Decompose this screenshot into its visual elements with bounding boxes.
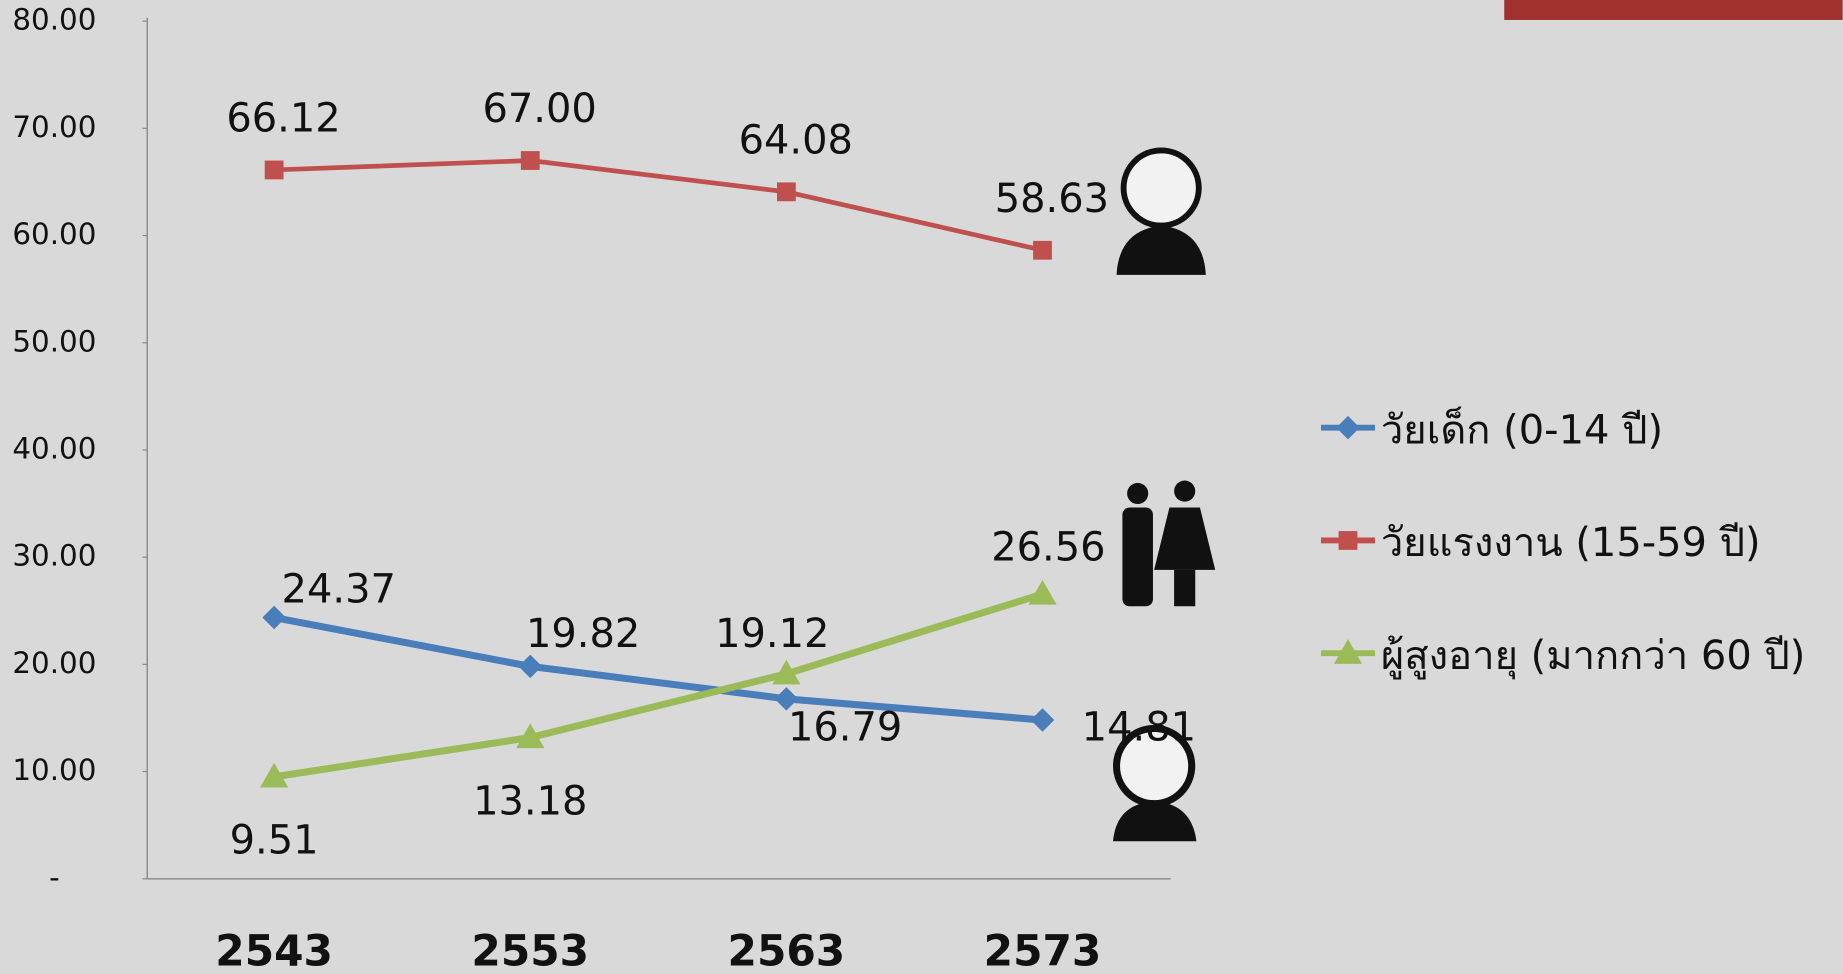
marker xyxy=(772,659,801,685)
marker xyxy=(518,654,543,679)
icon-elder xyxy=(1116,147,1206,275)
y-tick-label: 20.00 xyxy=(12,646,96,680)
data-label: 13.18 xyxy=(473,778,587,824)
marker xyxy=(520,151,540,170)
y-tick-label: 60.00 xyxy=(12,217,96,251)
y-tick-label: 40.00 xyxy=(12,431,96,465)
x-tick-label: 2563 xyxy=(728,927,846,974)
data-label: 66.12 xyxy=(226,96,340,142)
data-label: 64.08 xyxy=(739,117,853,163)
series-line xyxy=(273,590,1044,781)
marker xyxy=(1030,708,1055,732)
y-tick-label: 30.00 xyxy=(12,539,96,573)
data-label: 67.00 xyxy=(482,86,596,132)
legend-marker xyxy=(1336,415,1360,440)
y-tick-label: - xyxy=(49,860,60,894)
y-tick-label: 50.00 xyxy=(12,324,96,358)
marker xyxy=(262,605,286,630)
data-label: 19.12 xyxy=(715,611,829,657)
y-tick-label: 80.00 xyxy=(12,3,96,37)
marker xyxy=(774,687,799,711)
data-label: 19.82 xyxy=(526,611,640,657)
data-label: 9.51 xyxy=(230,818,319,864)
marker xyxy=(264,160,284,180)
data-label: 26.56 xyxy=(991,524,1105,570)
data-label: 58.63 xyxy=(995,176,1109,222)
series-line xyxy=(274,158,1044,253)
marker xyxy=(776,182,796,202)
marker xyxy=(1028,579,1057,605)
legend-label: วัยเด็ก (0-14 ปี) xyxy=(1381,405,1663,453)
legend-label: ผู้สูงอายุ (มากกว่า 60 ปี) xyxy=(1381,633,1805,680)
y-tick-label: 70.00 xyxy=(12,110,96,144)
icon-child xyxy=(1113,724,1197,842)
legend-marker xyxy=(1338,531,1358,550)
x-tick-label: 2573 xyxy=(984,927,1102,974)
legend-label: วัยแรงงาน (15-59 ปี) xyxy=(1381,520,1761,566)
marker xyxy=(260,762,289,788)
x-tick-label: 2553 xyxy=(471,927,589,974)
legend-marker xyxy=(1333,639,1363,664)
series-line xyxy=(273,614,1043,724)
marker xyxy=(516,723,545,749)
data-label: 14.81 xyxy=(1082,704,1196,750)
data-label: 24.37 xyxy=(282,567,396,613)
x-tick-label: 2543 xyxy=(215,927,333,974)
marker xyxy=(1033,240,1052,260)
data-label: 16.79 xyxy=(788,704,902,750)
header-bar xyxy=(1504,0,1843,20)
icon-couple xyxy=(1122,480,1216,607)
y-tick-label: 10.00 xyxy=(12,753,96,787)
